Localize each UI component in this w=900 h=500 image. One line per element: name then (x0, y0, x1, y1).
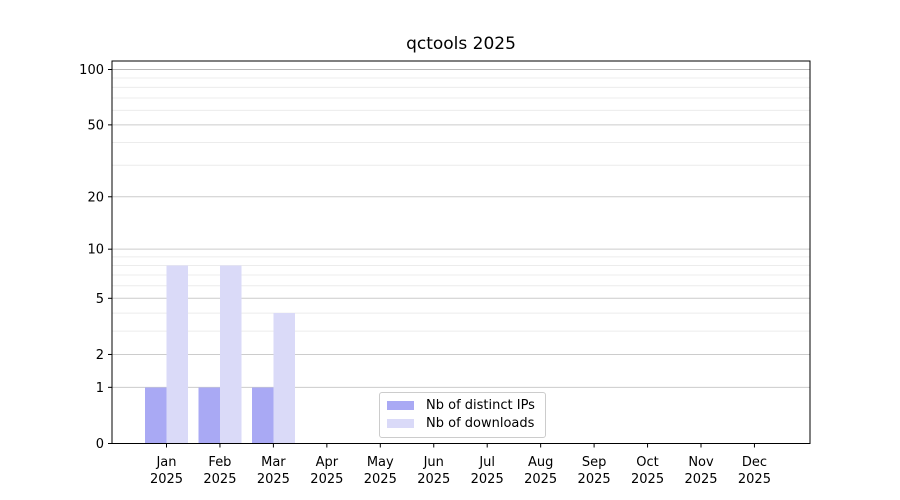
x-tick-sublabel: 2025 (310, 472, 343, 487)
y-tick-label: 10 (87, 243, 104, 258)
legend-swatch-downloads (387, 419, 414, 428)
x-tick-sublabel: 2025 (203, 472, 236, 487)
chart-title: qctools 2025 (406, 34, 516, 54)
bar-downloads (166, 265, 188, 444)
x-tick-sublabel: 2025 (364, 472, 397, 487)
bar-distinct-ips (198, 387, 220, 444)
legend-item-distinct-ips: Nb of distinct IPs (387, 398, 537, 413)
x-tick-label: Jun (423, 455, 444, 470)
y-tick-label: 5 (96, 292, 104, 307)
y-tick-label: 50 (87, 118, 104, 133)
legend: Nb of distinct IPs Nb of downloads (379, 392, 546, 438)
x-tick-label: Dec (742, 455, 767, 470)
x-tick-label: Feb (208, 455, 231, 470)
x-tick-label: Sep (582, 455, 607, 470)
x-tick-label: Nov (688, 455, 714, 470)
x-tick-label: Jul (478, 455, 495, 470)
legend-label-downloads: Nb of downloads (426, 416, 535, 431)
x-tick-label: Apr (316, 455, 339, 470)
bar-distinct-ips (252, 387, 274, 444)
x-tick-sublabel: 2025 (257, 472, 290, 487)
x-tick-sublabel: 2025 (578, 472, 611, 487)
y-tick-label: 0 (96, 437, 104, 452)
y-tick-label: 20 (87, 190, 104, 205)
x-tick-label: Mar (261, 455, 286, 470)
plot-frame (111, 60, 811, 444)
x-tick-label: May (367, 455, 394, 470)
x-tick-sublabel: 2025 (417, 472, 450, 487)
x-tick-sublabel: 2025 (631, 472, 664, 487)
x-tick-label: Oct (636, 455, 658, 470)
legend-item-downloads: Nb of downloads (387, 416, 537, 431)
legend-label-distinct-ips: Nb of distinct IPs (426, 398, 535, 413)
y-tick-label: 2 (96, 348, 104, 363)
x-tick-sublabel: 2025 (524, 472, 557, 487)
x-tick-label: Jan (155, 455, 176, 470)
x-tick-sublabel: 2025 (150, 472, 183, 487)
x-tick-sublabel: 2025 (684, 472, 717, 487)
bar-downloads (273, 313, 295, 444)
y-tick-label: 100 (79, 63, 104, 78)
legend-swatch-distinct-ips (387, 401, 414, 410)
x-tick-label: Aug (528, 455, 553, 470)
x-tick-sublabel: 2025 (738, 472, 771, 487)
bar-distinct-ips (145, 387, 167, 444)
y-tick-label: 1 (96, 381, 104, 396)
x-tick-sublabel: 2025 (471, 472, 504, 487)
bar-downloads (219, 265, 242, 444)
